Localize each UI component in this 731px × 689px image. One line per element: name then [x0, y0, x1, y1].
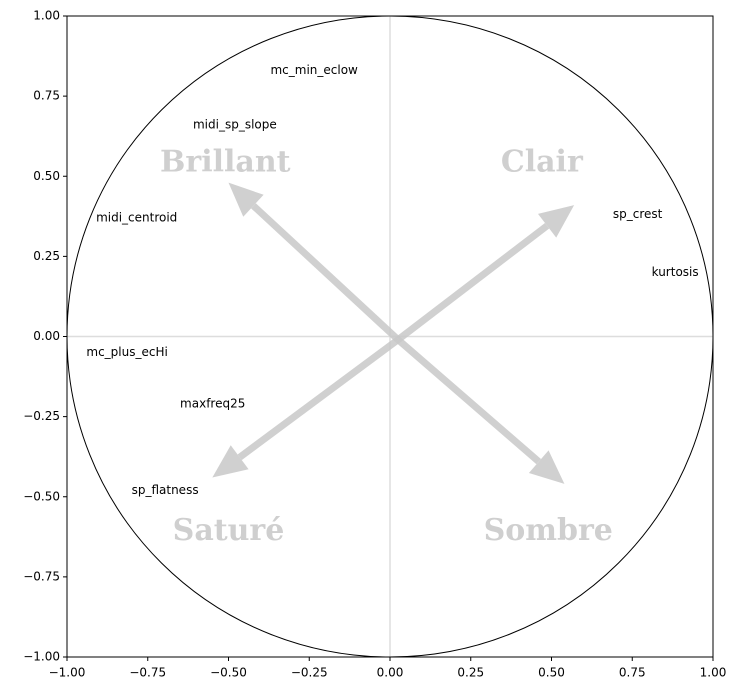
variable-label: midi_centroid [96, 210, 177, 224]
y-tick-label: 0.75 [33, 89, 60, 103]
variable-label: sp_crest [613, 207, 663, 221]
arrow [395, 205, 575, 343]
arrow-head [228, 182, 264, 217]
quadrant-label: Sombre [484, 513, 613, 548]
y-tick-label: −0.75 [23, 569, 60, 583]
variable-label: mc_plus_ecHi [86, 345, 167, 359]
arrow-shaft [395, 337, 542, 465]
x-tick-label: 1.00 [700, 666, 727, 680]
y-tick-label: −0.25 [23, 409, 60, 423]
x-tick-label: 0.75 [619, 666, 646, 680]
y-tick-label: −0.50 [23, 489, 60, 503]
y-tick-label: 0.50 [33, 169, 60, 183]
y-tick-label: 0.00 [33, 329, 60, 343]
variable-label: midi_sp_slope [193, 117, 277, 131]
quadrant-label: Saturé [173, 513, 285, 548]
arrow-head [528, 450, 565, 484]
arrow [228, 182, 401, 343]
arrow-head [212, 445, 249, 478]
x-tick-label: 0.50 [538, 666, 565, 680]
x-tick-label: −1.00 [49, 666, 86, 680]
y-tick-label: −1.00 [23, 650, 60, 664]
variable-label: sp_flatness [132, 483, 199, 497]
x-tick-label: 0.00 [377, 666, 404, 680]
arrow [212, 336, 401, 478]
variable-label: maxfreq25 [180, 396, 245, 410]
variable-label: mc_min_eclow [270, 63, 358, 77]
quadrant-label: Brillant [160, 144, 291, 179]
arrow-shaft [395, 222, 550, 343]
quadrant-label: Clair [501, 144, 584, 179]
y-tick-label: 1.00 [33, 9, 60, 23]
arrow [395, 337, 565, 484]
y-tick-label: 0.25 [33, 249, 60, 263]
x-tick-label: −0.25 [291, 666, 328, 680]
arrow-head [537, 205, 575, 238]
variable-label: kurtosis [652, 265, 699, 279]
arrow-shaft [237, 336, 401, 461]
arrow-shaft [251, 203, 401, 343]
x-tick-label: 0.25 [457, 666, 484, 680]
x-tick-label: −0.75 [129, 666, 166, 680]
x-tick-label: −0.50 [210, 666, 247, 680]
